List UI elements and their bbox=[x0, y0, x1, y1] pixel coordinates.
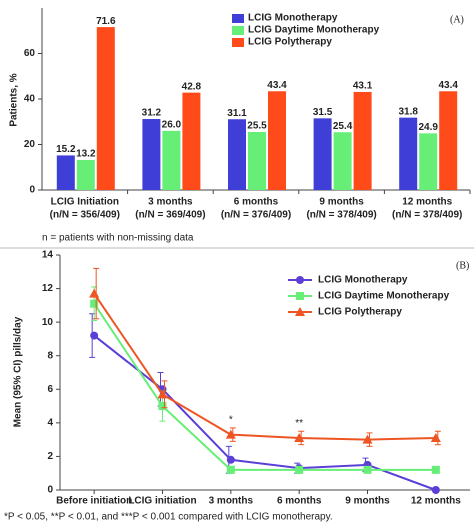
legend-label: LCIG Monotherapy bbox=[318, 275, 408, 286]
marker bbox=[363, 465, 372, 474]
footnote: n = patients with non-missing data bbox=[42, 233, 194, 244]
y-tick-label: 20 bbox=[24, 139, 36, 150]
value-label: 43.4 bbox=[267, 80, 287, 91]
legend-label: LCIG Daytime Monotherapy bbox=[318, 291, 450, 302]
marker bbox=[430, 432, 441, 442]
marker bbox=[226, 455, 235, 464]
footnote: *P < 0.05, **P < 0.01, and ***P < 0.001 … bbox=[4, 512, 333, 523]
value-label: 25.4 bbox=[333, 121, 353, 132]
marker bbox=[90, 299, 99, 308]
series-line bbox=[93, 293, 436, 441]
value-label: 43.4 bbox=[438, 80, 458, 91]
panel-label: (A) bbox=[450, 14, 464, 25]
bar bbox=[248, 131, 266, 190]
bar bbox=[399, 117, 418, 190]
value-label: 31.2 bbox=[142, 108, 162, 119]
value-label: 26.0 bbox=[162, 119, 182, 130]
legend-swatch bbox=[232, 38, 244, 47]
x-tick-label: LCIG initiation bbox=[128, 496, 196, 507]
value-label: 42.8 bbox=[182, 81, 202, 92]
bar bbox=[419, 133, 438, 190]
y-tick-label: 12 bbox=[42, 283, 54, 294]
y-tick-label: 0 bbox=[29, 185, 35, 196]
value-label: 31.1 bbox=[227, 108, 247, 119]
value-label: 71.6 bbox=[96, 16, 116, 27]
y-tick-label: 8 bbox=[47, 350, 53, 361]
y-tick-label: 6 bbox=[47, 384, 53, 395]
legend-label: LCIG Polytherapy bbox=[248, 37, 332, 48]
value-label: 31.8 bbox=[398, 106, 418, 117]
bar bbox=[353, 91, 372, 190]
legend-label: LCIG Daytime Monotherapy bbox=[248, 25, 380, 36]
x-tick-sublabel: (n/N = 369/409) bbox=[135, 210, 205, 221]
marker bbox=[158, 402, 167, 411]
marker bbox=[294, 432, 305, 442]
marker bbox=[295, 465, 304, 474]
value-label: 13.2 bbox=[76, 149, 96, 160]
x-tick-label: 3 months bbox=[209, 496, 254, 507]
value-label: 43.1 bbox=[353, 81, 373, 92]
x-tick-label: 9 months bbox=[345, 496, 390, 507]
marker bbox=[90, 331, 99, 340]
bar bbox=[96, 27, 115, 190]
series-line bbox=[93, 303, 436, 471]
marker bbox=[157, 389, 168, 399]
bar bbox=[228, 119, 246, 190]
x-tick-sublabel: (n/N = 378/409) bbox=[306, 210, 376, 221]
x-tick-label: Before initiation bbox=[56, 496, 132, 507]
x-tick-label: 12 months bbox=[402, 197, 452, 208]
bar bbox=[333, 132, 352, 190]
x-tick-label: 6 months bbox=[277, 496, 322, 507]
value-label: 15.2 bbox=[56, 144, 76, 155]
y-tick-label: 0 bbox=[47, 485, 53, 496]
value-label: 25.5 bbox=[247, 121, 267, 132]
marker bbox=[89, 288, 100, 298]
marker bbox=[226, 465, 235, 474]
x-tick-label: 9 months bbox=[319, 197, 364, 208]
marker bbox=[431, 486, 440, 494]
legend-marker bbox=[295, 307, 305, 316]
legend-label: LCIG Polytherapy bbox=[318, 307, 402, 318]
bar bbox=[142, 119, 161, 190]
marker bbox=[362, 434, 373, 444]
legend-marker bbox=[296, 292, 304, 300]
y-tick-label: 10 bbox=[42, 317, 54, 328]
legend-swatch bbox=[232, 26, 244, 35]
bar bbox=[313, 118, 332, 190]
significance-mark: ** bbox=[295, 418, 303, 429]
bar bbox=[182, 92, 201, 190]
legend-label: LCIG Monotherapy bbox=[248, 13, 338, 24]
y-tick-label: 14 bbox=[42, 250, 54, 261]
x-tick-label: 12 months bbox=[411, 496, 461, 507]
x-tick-sublabel: (n/N = 378/409) bbox=[392, 210, 462, 221]
panel-label: (B) bbox=[456, 260, 469, 271]
marker bbox=[225, 429, 236, 439]
legend-marker bbox=[296, 276, 304, 284]
bar bbox=[76, 159, 95, 190]
x-tick-sublabel: (n/N = 356/409) bbox=[50, 210, 120, 221]
bar bbox=[268, 91, 286, 190]
bar bbox=[162, 130, 181, 190]
marker bbox=[431, 465, 440, 474]
y-tick-label: 60 bbox=[24, 48, 36, 59]
x-tick-label: 6 months bbox=[234, 197, 279, 208]
y-axis-label: Mean (95% CI) pills/day bbox=[13, 316, 24, 427]
bar bbox=[439, 91, 458, 190]
y-axis-label: Patients, % bbox=[9, 73, 20, 126]
y-tick-label: 2 bbox=[47, 451, 53, 462]
y-tick-label: 40 bbox=[24, 94, 36, 105]
x-tick-sublabel: (n/N = 376/409) bbox=[221, 210, 291, 221]
series-line bbox=[93, 334, 437, 491]
x-tick-label: 3 months bbox=[148, 197, 193, 208]
y-tick-label: 4 bbox=[47, 417, 53, 428]
bar bbox=[56, 155, 75, 190]
significance-mark: * bbox=[229, 415, 233, 426]
legend-swatch bbox=[232, 14, 244, 23]
x-tick-label: LCIG Initiation bbox=[51, 197, 119, 208]
value-label: 31.5 bbox=[313, 107, 333, 118]
value-label: 24.9 bbox=[418, 122, 438, 133]
